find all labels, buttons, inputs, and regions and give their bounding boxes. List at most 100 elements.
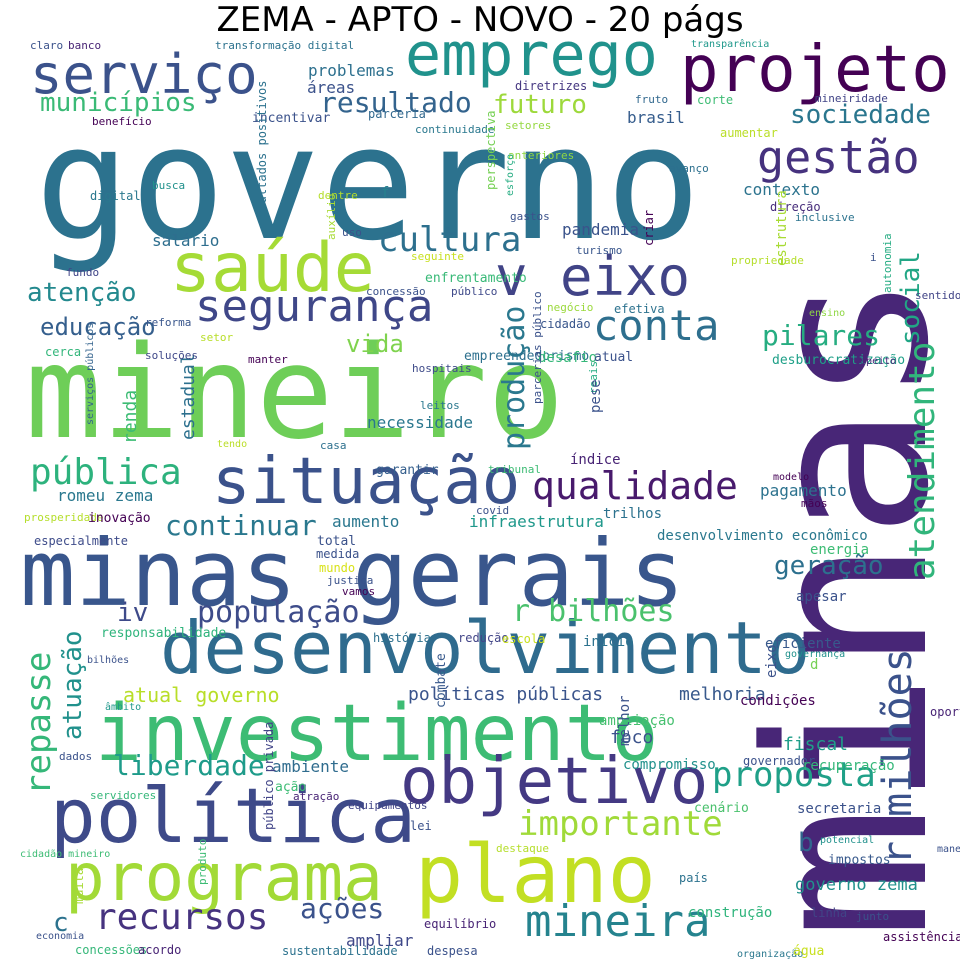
word-educacao: educação <box>40 313 156 341</box>
word-futuro: futuro <box>493 90 587 120</box>
word-governanca: governança <box>785 649 846 660</box>
word-sustentabilidade: sustentabilidade <box>282 944 398 958</box>
word-seguinte: seguinte <box>411 250 464 263</box>
word-dentre: dentre <box>318 189 358 202</box>
word-covid: covid <box>476 504 510 517</box>
word-desenvolvimento-economico: desenvolvimento econômico <box>657 528 868 544</box>
word-impostos: impostos <box>828 853 891 868</box>
word-beneficio: benefício <box>92 115 152 128</box>
word-agua: água <box>793 944 825 959</box>
word-mineiro: mineiro <box>25 319 565 468</box>
word-economia: economia <box>36 931 85 942</box>
word-repasse: repasse <box>19 651 59 795</box>
word-fundo: fundo <box>66 266 100 279</box>
word-direcao: direção <box>770 200 821 214</box>
word-cidadao: cidadão <box>540 317 591 331</box>
word-busca: busca <box>152 179 186 192</box>
word-inicio: início <box>583 634 634 650</box>
word-bilhoes: bilhões <box>87 655 130 666</box>
word-foco: foco <box>610 727 654 748</box>
word-tribunal: tribunal <box>488 463 541 476</box>
word-cidadao-mineiro: cidadão mineiro <box>20 849 111 860</box>
word-compromisso: compromisso <box>623 757 716 773</box>
word-manter: manter <box>248 353 288 366</box>
word-objetivo: objetivo <box>400 745 709 819</box>
word-responsabilidade: responsabilidade <box>101 626 227 641</box>
word-mundo: mundo <box>319 561 356 575</box>
word-ensino: ensino <box>809 308 846 319</box>
word-pagamento: pagamento <box>760 481 847 500</box>
word-reforma: reforma <box>145 316 192 329</box>
word-oportunidade: oportunidade <box>930 705 960 719</box>
word-ampliacao: ampliação <box>599 713 675 729</box>
word-tendo: tendo <box>217 439 248 450</box>
word-sentido: sentido <box>915 289 960 302</box>
word-producao: produção <box>497 305 532 451</box>
word-parcerias-publico: parcerias público <box>531 291 544 404</box>
word-energia: energia <box>810 542 870 558</box>
word-ambito: âmbito <box>105 702 142 713</box>
word-indice: índice <box>570 452 621 468</box>
word-cultura: cultura <box>378 220 522 260</box>
word-f: f <box>381 185 390 201</box>
word-concessao: concessão <box>366 285 426 298</box>
word-recursos: recursos <box>95 897 269 938</box>
word-acordo: acordo <box>138 943 182 957</box>
word-prosperidade: prosperidade <box>24 511 104 524</box>
word-governo-zema: governo zema <box>795 875 918 895</box>
word-salario: salário <box>152 231 220 250</box>
word-municipios: municípios <box>40 88 197 118</box>
word-respeito: respeito <box>848 356 897 367</box>
word-uso: uso <box>342 226 362 239</box>
word-justica: justiça <box>327 574 374 587</box>
word-perspectiva: perspectiva <box>484 110 498 190</box>
word-anteriores: anteriores <box>508 149 575 162</box>
word-despesa: despesa <box>427 944 478 958</box>
word-renda: renda <box>120 389 141 444</box>
word-mineira: mineira <box>525 896 711 947</box>
word-pais: país <box>679 871 708 885</box>
word-parceria: parceria <box>368 107 426 121</box>
word-especialmente: especialmente <box>34 534 128 548</box>
word-melhoria: melhoria <box>679 684 766 705</box>
word-publico: público <box>451 285 498 298</box>
word-estadual: estadual <box>178 353 199 440</box>
word-pandemia: pandemia <box>562 220 640 239</box>
word-r-milhoes: r milhões <box>875 648 921 865</box>
word-aumento: aumento <box>332 512 400 531</box>
word-b: b <box>798 828 814 858</box>
word-acao: ação <box>275 780 307 795</box>
word-corte: corte <box>697 93 734 107</box>
word-iv: iv <box>117 598 149 628</box>
word-inovacao: inovação <box>88 511 151 526</box>
word-negocio: negócio <box>547 301 594 314</box>
word-romeu-zema: romeu zema <box>57 486 154 505</box>
word-cerca: cerca <box>45 345 82 359</box>
word-claro: claro <box>30 39 64 52</box>
word-eixo: eixo <box>764 644 780 678</box>
word-maos: mãos <box>801 497 828 510</box>
word-linha: linha <box>811 906 848 920</box>
word-historia: história <box>373 631 431 645</box>
word-atuacao: atuação <box>58 630 88 740</box>
word-medida: medida <box>316 547 360 561</box>
word-auxilio: auxílio <box>325 193 338 240</box>
word-infraestrutura: infraestrutura <box>469 512 604 531</box>
word-r-bilhoes: r bilhões <box>512 594 675 629</box>
word-lei: lei <box>410 819 432 833</box>
word-gestao: gestão <box>757 131 920 184</box>
word-estrutura: estrutura <box>774 190 790 266</box>
word-publica: pública <box>30 452 182 493</box>
word-apesar: apesar <box>796 589 847 605</box>
word-destaque: destaque <box>496 842 549 855</box>
word-atendimento: atendimento <box>902 341 943 580</box>
word-equilibrio: equilíbrio <box>424 917 497 931</box>
word-populacao: população <box>197 595 360 630</box>
word-efetiva: efetiva <box>614 302 665 316</box>
word-areas: áreas <box>307 78 356 97</box>
word-turismo: turismo <box>576 244 623 257</box>
word-pese: pese <box>588 379 604 413</box>
word-plano: plano <box>415 828 656 921</box>
word-trilhos: trilhos <box>603 506 663 522</box>
word-diretrizes: diretrizes <box>515 79 588 93</box>
